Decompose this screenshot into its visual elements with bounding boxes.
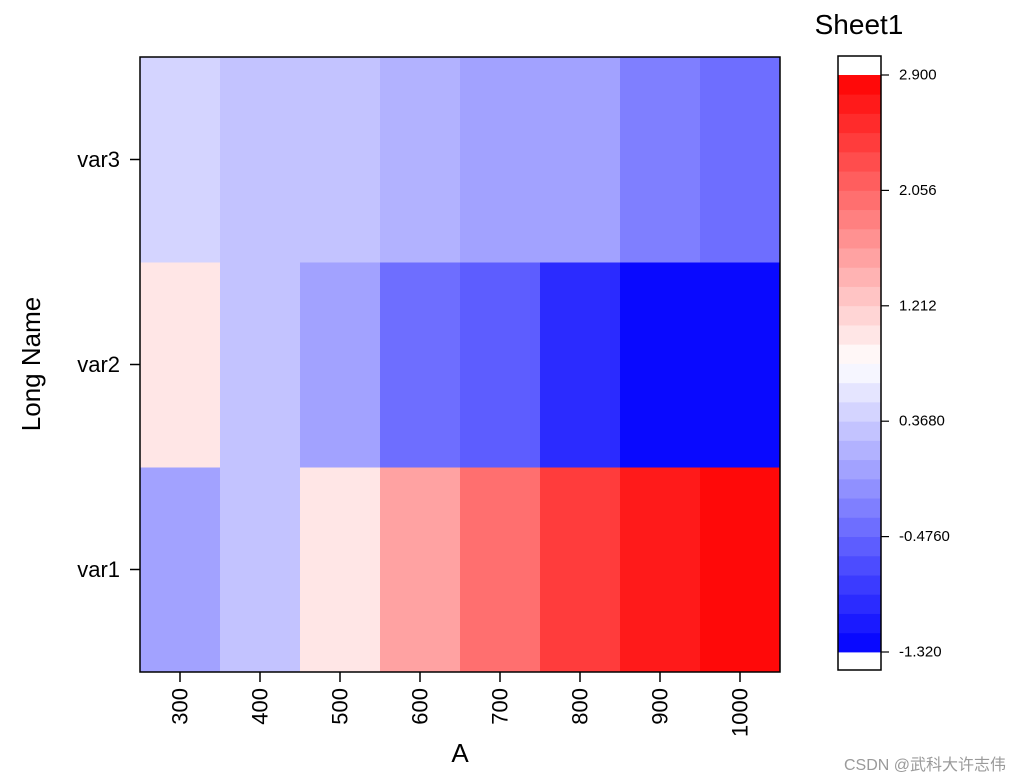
heatmap-cell: [380, 57, 461, 263]
colorbar: -1.320 -0.4760 0.3680 1.212 2.056 2.900: [837, 55, 950, 671]
colorbar-segment: [838, 478, 881, 499]
colorbar-segment: [838, 594, 881, 614]
heatmap-cell: [620, 467, 701, 673]
colorbar-segment: [838, 113, 881, 134]
heatmap-cell: [540, 57, 621, 263]
colorbar-tick-label: 2.900: [899, 67, 937, 84]
colorbar-segment: [838, 517, 881, 537]
colorbar-segment: [838, 151, 881, 172]
colorbar-segment: [838, 248, 881, 268]
colorbar-segment: [838, 440, 881, 461]
y-tick-label: var3: [77, 147, 120, 172]
colorbar-segment: [838, 401, 881, 422]
colorbar-segment: [838, 94, 881, 114]
y-axis: var1 var2 var3: [77, 147, 140, 582]
colorbar-segment: [838, 575, 881, 595]
colorbar-segment: [838, 459, 881, 480]
heatmap-cell: [460, 467, 541, 673]
x-tick-label: 500: [328, 688, 353, 725]
colorbar-segment: [838, 209, 881, 230]
colorbar-segment: [838, 325, 881, 345]
colorbar-segment: [838, 555, 881, 576]
heatmap-cell: [700, 262, 781, 468]
heatmap-cell: [380, 262, 461, 468]
colorbar-tick-label: -1.320: [899, 644, 942, 661]
colorbar-cap-top: [838, 56, 881, 75]
y-tick-label: var1: [77, 557, 120, 582]
x-tick-label: 400: [248, 688, 273, 725]
colorbar-segment: [838, 171, 881, 191]
heatmap-cell: [140, 262, 221, 468]
colorbar-tick-label: 2.056: [899, 182, 937, 199]
heatmap-cell: [700, 57, 781, 263]
x-tick-label: 700: [488, 688, 513, 725]
heatmap-cell: [460, 262, 541, 468]
y-tick-label: var2: [77, 352, 120, 377]
y-axis-label: Long Name: [16, 297, 46, 431]
colorbar-tick-label: 1.212: [899, 297, 937, 314]
x-tick-label: 600: [408, 688, 433, 725]
colorbar-segment: [838, 305, 881, 326]
colorbar-segment: [838, 286, 881, 307]
x-axis: 300 400 500 600 700 800 900 1000: [168, 672, 753, 737]
heatmap-cell: [540, 262, 621, 468]
heatmap-cell: [220, 467, 301, 673]
watermark: CSDN @武科大许志伟: [843, 757, 1006, 774]
colorbar-segment: [838, 421, 881, 441]
colorbar-segment: [838, 613, 881, 634]
heatmap-cell: [220, 262, 301, 468]
colorbar-segment: [838, 536, 881, 557]
colorbar-segment: [838, 75, 881, 95]
x-tick-label: 1000: [728, 688, 753, 737]
heatmap-cell: [220, 57, 301, 263]
heatmap-cell: [140, 467, 221, 673]
heatmap-cell: [620, 262, 701, 468]
x-tick-label: 300: [168, 688, 193, 725]
colorbar-tick-label: -0.4760: [899, 528, 950, 545]
x-axis-label: A: [451, 738, 469, 768]
chart-title: Sheet1: [815, 9, 904, 40]
colorbar-frame: [837, 55, 882, 671]
colorbar-segment: [838, 344, 881, 364]
heatmap-cells: [140, 57, 781, 673]
colorbar-segment: [838, 498, 881, 518]
heatmap-cell: [380, 467, 461, 673]
heatmap-cell: [620, 57, 701, 263]
colorbar-segment: [838, 363, 881, 384]
colorbar-segment: [838, 190, 881, 211]
heatmap-cell: [460, 57, 541, 263]
colorbar-segment: [838, 228, 881, 249]
colorbar-segment: [838, 132, 881, 153]
x-tick-label: 800: [568, 688, 593, 725]
heatmap-cell: [300, 262, 381, 468]
colorbar-segment: [838, 267, 881, 287]
x-tick-label: 900: [648, 688, 673, 725]
heatmap-cell: [140, 57, 221, 263]
heatmap-cell: [540, 467, 621, 673]
colorbar-segment: [838, 382, 881, 403]
colorbar-tick-label: 0.3680: [899, 413, 945, 430]
colorbar-segment: [838, 632, 881, 653]
heatmap-cell: [300, 57, 381, 263]
heatmap-cell: [300, 467, 381, 673]
colorbar-cap-bottom: [838, 652, 881, 670]
heatmap-cell: [700, 467, 781, 673]
